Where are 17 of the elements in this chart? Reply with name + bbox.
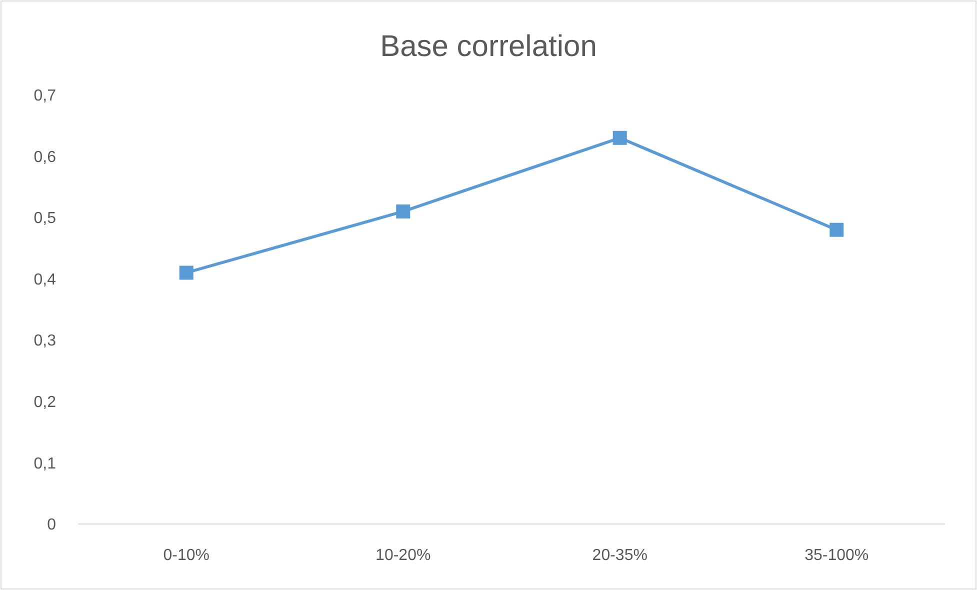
x-tick-label: 35-100%: [804, 547, 869, 564]
y-tick-label: 0,7: [34, 88, 56, 105]
point: [179, 266, 194, 280]
y-tick-label: 0,6: [34, 148, 56, 166]
x-tick-label: 20-35%: [592, 547, 648, 564]
x-tick-label: 0-10%: [163, 547, 210, 564]
y-tick-label: 0,2: [34, 394, 56, 412]
y-tick-label: 0,3: [34, 332, 56, 350]
y-tick-label: 0,1: [34, 455, 56, 472]
point: [830, 222, 844, 237]
y-tick-label: 0: [47, 516, 56, 534]
point: [396, 204, 410, 218]
chart-title: Base correlation: [380, 30, 597, 63]
point: [612, 130, 627, 145]
x-tick-label: 10-20%: [376, 547, 431, 564]
y-tick-label: 0,5: [34, 210, 56, 228]
y-tick-label: 0,4: [34, 271, 56, 288]
